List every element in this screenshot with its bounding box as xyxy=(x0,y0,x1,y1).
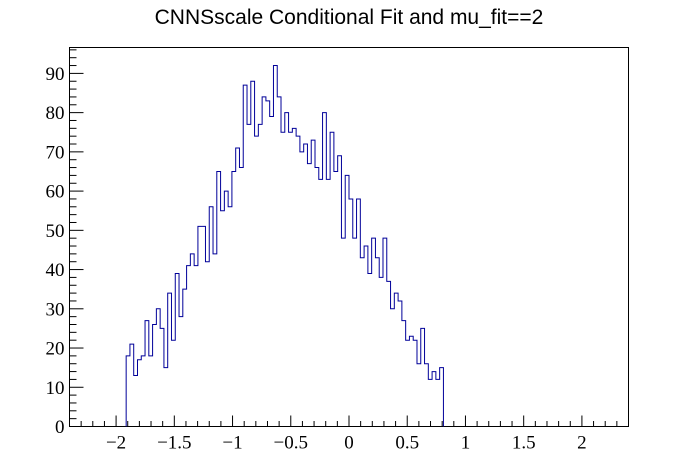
x-tick-label: −1 xyxy=(222,433,242,454)
x-axis: −2 −1.5 −1 −0.5 0 0.5 1 1.5 2 xyxy=(69,415,629,454)
x-tick-label: 1.5 xyxy=(512,433,536,454)
y-tick-label: 90 xyxy=(46,64,65,85)
y-tick-label: 80 xyxy=(46,103,65,124)
x-tick-label: 0.5 xyxy=(395,433,419,454)
x-tick-label: 0 xyxy=(344,433,354,454)
y-tick-label: 50 xyxy=(46,221,65,242)
histogram-outline xyxy=(125,65,444,427)
chart-title: CNNSscale Conditional Fit and mu_fit==2 xyxy=(155,6,544,29)
y-tick-label: 0 xyxy=(55,417,65,438)
x-tick-label: −1.5 xyxy=(157,433,191,454)
y-tick-label: 30 xyxy=(46,299,65,320)
y-tick-label: 60 xyxy=(46,182,65,203)
y-tick-label: 10 xyxy=(46,378,65,399)
x-tick-label: 2 xyxy=(577,433,587,454)
x-tick-label: 1 xyxy=(461,433,471,454)
y-tick-label: 70 xyxy=(46,142,65,163)
plot-frame xyxy=(69,47,629,427)
y-tick-label: 40 xyxy=(46,260,65,281)
y-axis: 0 10 20 30 40 50 60 70 80 90 xyxy=(46,49,84,438)
histogram-series xyxy=(125,65,444,427)
x-tick-label: −0.5 xyxy=(274,433,308,454)
x-tick-label: −2 xyxy=(106,433,126,454)
y-tick-label: 20 xyxy=(46,339,65,360)
